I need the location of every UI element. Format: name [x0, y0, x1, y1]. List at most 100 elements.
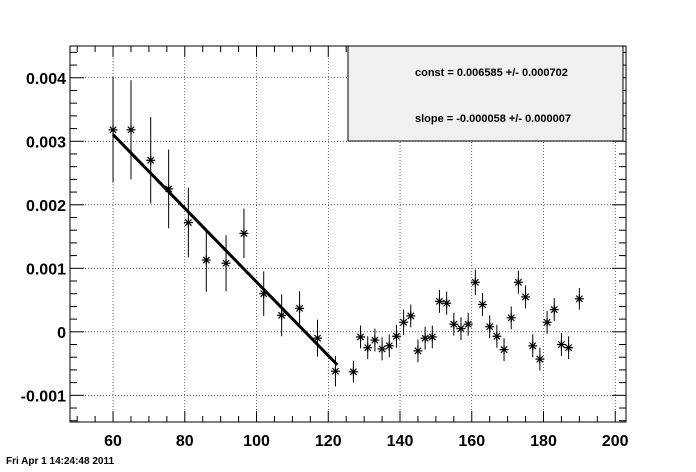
x-tick-label: 100 — [243, 433, 270, 450]
data-point — [406, 311, 416, 321]
data-point — [330, 366, 340, 376]
data-point — [449, 319, 459, 329]
y-tick-label: 0.002 — [26, 198, 66, 215]
marker-stroke — [529, 342, 537, 350]
data-point — [221, 258, 231, 268]
marker-stroke — [378, 345, 386, 353]
data-point — [542, 317, 552, 327]
marker-stroke — [349, 368, 357, 376]
data-point — [108, 125, 118, 135]
marker-stroke — [202, 256, 210, 264]
data-point — [183, 218, 193, 228]
timestamp: Fri Apr 1 14:24:48 2011 — [6, 456, 115, 467]
marker-stroke — [184, 218, 192, 227]
marker-stroke — [450, 320, 458, 328]
marker-stroke — [356, 333, 365, 341]
data-point — [420, 333, 430, 343]
marker-stroke — [295, 304, 304, 312]
data-point — [399, 317, 409, 327]
data-point — [521, 292, 531, 302]
marker-stroke — [385, 342, 393, 350]
data-point — [513, 277, 523, 287]
data-point — [528, 341, 538, 351]
x-tick-label: 200 — [602, 433, 629, 450]
marker-stroke — [109, 126, 117, 134]
data-point — [370, 335, 380, 345]
marker-stroke — [435, 297, 444, 305]
stats-box: const = 0.006585 +/- 0.000702 slope = -0… — [347, 45, 624, 142]
data-point — [295, 303, 305, 313]
data-point — [126, 125, 136, 135]
marker-stroke — [457, 325, 465, 333]
marker-stroke — [414, 347, 422, 355]
marker-stroke — [464, 320, 472, 328]
data-point — [146, 155, 156, 165]
marker-stroke — [428, 333, 436, 341]
y-tick-label: 0.003 — [26, 134, 66, 151]
marker-stroke — [443, 299, 451, 307]
marker-stroke — [240, 229, 248, 237]
stats-const: const = 0.006585 +/- 0.000702 — [415, 67, 568, 79]
data-point — [201, 255, 211, 265]
stats-slope: slope = -0.000058 +/- 0.000007 — [415, 113, 571, 125]
data-markers — [108, 125, 584, 377]
marker-stroke — [565, 344, 573, 352]
x-tick-label: 120 — [315, 433, 342, 450]
marker-stroke — [222, 259, 230, 267]
data-point — [499, 345, 509, 355]
y-tick-label: 0.004 — [26, 71, 66, 88]
data-point — [470, 277, 480, 287]
data-point — [356, 332, 366, 342]
data-point — [535, 354, 545, 364]
data-point — [427, 332, 437, 342]
marker-stroke — [147, 156, 155, 164]
data-point — [456, 324, 466, 334]
data-point — [556, 340, 566, 350]
data-point — [492, 331, 502, 341]
marker-stroke — [536, 355, 544, 363]
axes: 60 80 100 120 140 160 180 200 -0.001 0 0.001 0.002 0… — [21, 46, 629, 450]
data-point — [384, 341, 394, 351]
data-point — [413, 346, 423, 356]
y-tick-label: -0.001 — [21, 388, 66, 405]
data-point — [463, 319, 473, 329]
data-point — [549, 305, 559, 315]
fit-line — [111, 133, 339, 366]
marker-stroke — [575, 295, 583, 303]
data-point — [564, 343, 574, 353]
x-tick-label: 60 — [104, 433, 122, 450]
x-tick-label: 80 — [176, 433, 194, 450]
marker-stroke — [278, 311, 286, 319]
marker-stroke — [493, 332, 501, 340]
marker-stroke — [478, 300, 487, 309]
data-point — [485, 322, 495, 332]
marker-stroke — [400, 318, 408, 326]
marker-stroke — [521, 293, 530, 301]
y-tick-label: 0.001 — [26, 261, 66, 278]
data-point — [277, 310, 287, 320]
x-tick-label: 160 — [458, 433, 485, 450]
data-point — [506, 313, 516, 323]
marker-stroke — [550, 306, 558, 314]
data-point — [434, 296, 444, 306]
marker-stroke — [557, 340, 566, 349]
marker-stroke — [514, 278, 522, 286]
marker-stroke — [421, 334, 429, 342]
marker-stroke — [507, 314, 515, 322]
x-tick-label: 180 — [530, 433, 557, 450]
marker-stroke — [313, 334, 322, 342]
marker-stroke — [127, 126, 135, 134]
data-point — [348, 367, 358, 377]
marker-stroke — [407, 312, 415, 320]
data-point — [478, 300, 488, 309]
marker-stroke — [486, 323, 494, 331]
marker-stroke — [331, 367, 340, 375]
data-point — [313, 333, 323, 343]
data-point — [363, 343, 373, 353]
marker-stroke — [392, 332, 401, 340]
fit-line-group — [111, 133, 339, 366]
marker-stroke — [543, 318, 551, 326]
marker-stroke — [371, 336, 379, 344]
x-tick-label: 140 — [387, 433, 414, 450]
